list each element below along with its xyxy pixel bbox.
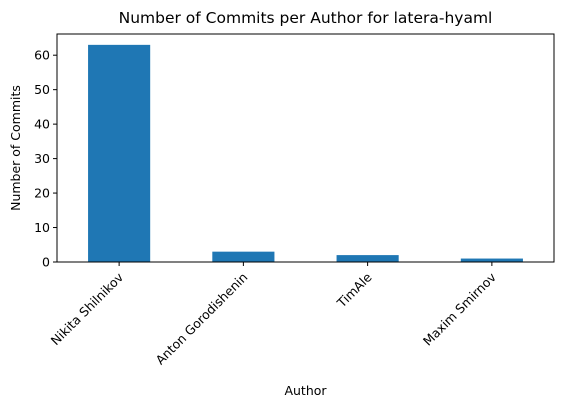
y-tick-label: 10 (34, 220, 50, 235)
bar (336, 255, 399, 262)
bar (460, 258, 523, 262)
bar (212, 251, 275, 262)
y-tick-label: 40 (34, 117, 50, 132)
y-axis: 0 10 20 30 40 50 60 (34, 48, 57, 270)
chart-title: Number of Commits per Author for latera-… (119, 9, 493, 27)
x-tick-label: Nikita Shilnikov (48, 269, 127, 348)
x-tick-label: Anton Gorodishenin (152, 270, 250, 368)
y-tick-label: 60 (34, 48, 50, 63)
y-tick-label: 0 (42, 255, 50, 270)
bar (88, 44, 151, 262)
y-tick-label: 20 (34, 186, 50, 201)
y-tick-label: 30 (34, 151, 50, 166)
x-tick-label: TimAle (333, 269, 375, 311)
plot-frame (56, 33, 555, 263)
x-tick-label: Maxim Smirnov (420, 269, 500, 349)
y-axis-label: Number of Commits (8, 85, 23, 211)
x-axis-label: Author (284, 383, 327, 398)
y-tick-label: 50 (34, 82, 50, 97)
bars-group (88, 44, 523, 262)
x-axis: Nikita Shilnikov Anton Gorodishenin TimAle… (48, 262, 500, 368)
